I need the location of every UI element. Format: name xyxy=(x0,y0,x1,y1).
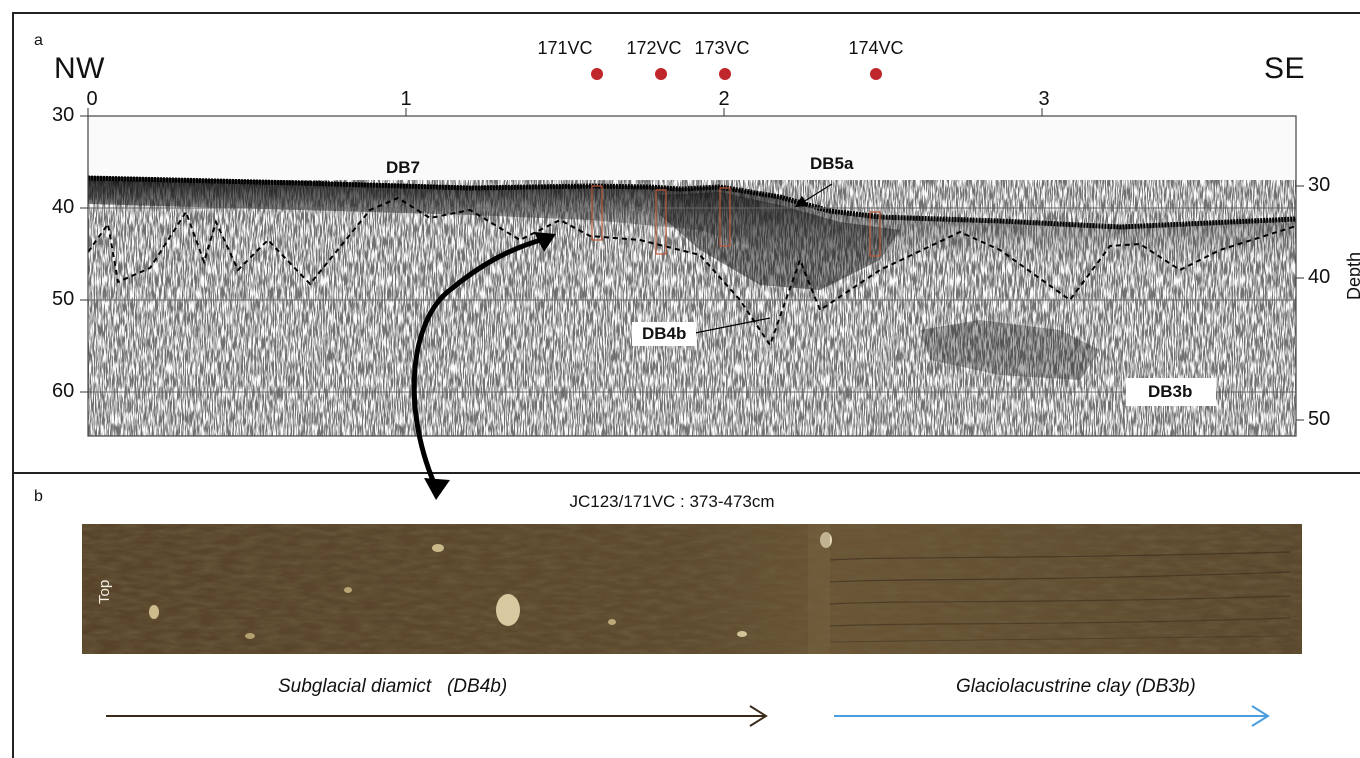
panel-b-letter: b xyxy=(34,488,43,505)
x-tick-0: 0 xyxy=(86,88,98,110)
link-arrow-head-bottom xyxy=(424,478,450,500)
panel-a-letter: a xyxy=(34,32,43,49)
core-marker-174vc[interactable] xyxy=(870,68,882,80)
x-tick-1: 1 xyxy=(400,88,412,110)
x-tick-3: 3 xyxy=(1038,88,1050,110)
depth-axis-label: Depth (m) xyxy=(1344,251,1360,300)
core-marker-172vc[interactable] xyxy=(655,68,667,80)
left-tick-50: 50 xyxy=(52,288,75,310)
core-label-172vc: 172VC xyxy=(626,38,682,58)
axis-ticks xyxy=(80,108,1304,421)
se-direction-label: SE xyxy=(1264,52,1306,85)
link-arrow xyxy=(411,235,549,494)
db4b-leader xyxy=(689,317,771,335)
unit-label-db5a: DB5a xyxy=(810,154,854,173)
panel-divider xyxy=(12,472,1360,474)
core-top-label: Top xyxy=(96,579,113,604)
core-photo-title: JC123/171VC : 373-473cm xyxy=(569,492,775,511)
right-tick-40: 40 xyxy=(1308,266,1331,288)
core-label-171vc: 171VC xyxy=(537,38,593,58)
link-arrow-head-top xyxy=(534,232,556,252)
left-tick-30: 30 xyxy=(52,104,75,126)
legend-diamict-label: Subglacial diamict (DB4b) xyxy=(278,676,508,697)
unit-label-db7: DB7 xyxy=(386,158,421,177)
legend-arrow-clay xyxy=(834,705,1270,727)
left-tick-40: 40 xyxy=(52,196,75,218)
left-tick-60: 60 xyxy=(52,380,75,402)
figure-frame xyxy=(12,12,1360,758)
legend-clay-label: Glaciolacustrine clay (DB3b) xyxy=(956,676,1196,697)
core-label-173vc: 173VC xyxy=(694,38,750,58)
core-photo xyxy=(82,524,1302,654)
x-tick-2: 2 xyxy=(718,88,730,110)
unit-label-db4b: DB4b xyxy=(632,322,697,346)
right-tick-50: 50 xyxy=(1308,408,1331,430)
seismic-profile xyxy=(87,115,1297,437)
core-label-174vc: 174VC xyxy=(848,38,904,58)
core-marker-173vc[interactable] xyxy=(719,68,731,80)
right-tick-30: 30 xyxy=(1308,174,1331,196)
nw-direction-label: NW xyxy=(54,52,105,85)
core-marker-171vc[interactable] xyxy=(591,68,603,80)
db5a-leader xyxy=(794,183,833,208)
unit-label-db3b: DB3b xyxy=(1126,378,1217,406)
legend-arrow-diamict xyxy=(106,705,768,727)
